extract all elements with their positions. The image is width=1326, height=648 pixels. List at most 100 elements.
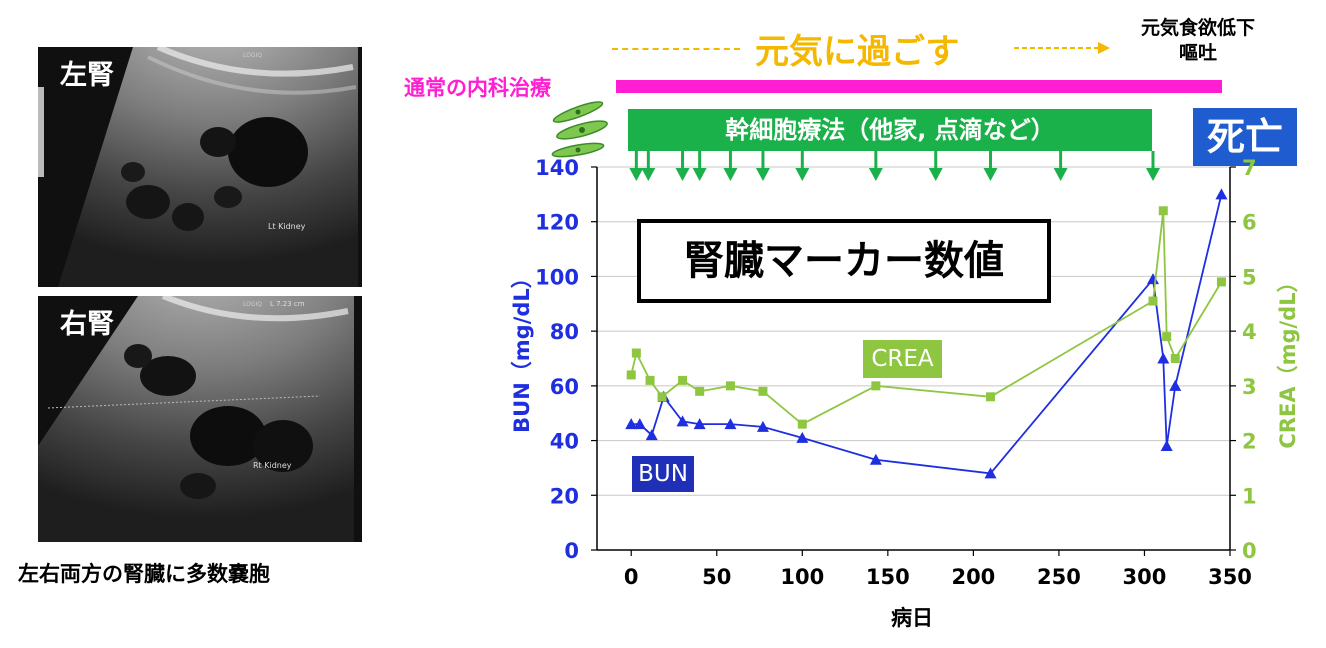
right-kidney-label: 右腎 (60, 309, 114, 340)
y-left-tick-label-6: 120 (535, 211, 579, 235)
series-bun-point-15 (1215, 188, 1228, 200)
legend-bun-label: BUN (638, 461, 688, 487)
x-tick-label-5: 250 (1037, 565, 1081, 589)
series-crea-point-10 (985, 392, 995, 402)
series-bun-point-13 (1160, 440, 1173, 452)
left-machine-text: LOGIQ (243, 52, 262, 59)
x-tick-label-1: 50 (702, 565, 731, 589)
series-crea-point-6 (725, 381, 735, 391)
series-crea-point-1 (631, 348, 641, 358)
series-bun-point-12 (1157, 352, 1170, 364)
y-left-tick-label-4: 80 (550, 320, 579, 344)
series-crea-point-3 (657, 392, 667, 402)
status-late: 元気食欲低下 嘔吐 (1108, 16, 1288, 66)
series-crea-point-15 (1216, 277, 1226, 287)
series-bun-point-11 (1147, 273, 1160, 285)
series-bun-point-1 (633, 418, 646, 430)
x-tick-label-2: 100 (780, 565, 824, 589)
left-kidney-image-text: Lt Kidney (268, 222, 306, 231)
y-left-tick-label-3: 60 (550, 375, 579, 399)
chart-title: 腎臓マーカー数値 (684, 238, 1004, 284)
stem-arrow-4 (723, 168, 738, 181)
x-tick-label-7: 350 (1208, 565, 1252, 589)
y-left-tick-label-1: 20 (550, 484, 579, 508)
x-tick-label-6: 300 (1123, 565, 1167, 589)
stem-arrow-1 (641, 168, 656, 181)
series-bun-point-4 (676, 415, 689, 427)
x-tick-label-3: 150 (866, 565, 910, 589)
legend-crea: CREA (863, 340, 942, 378)
stem-arrow-11 (1146, 168, 1161, 181)
series-crea-line (630, 210, 1223, 426)
status-late-line2: 嘔吐 (1178, 42, 1217, 64)
series-bun-point-10 (984, 467, 997, 479)
series-crea-point-13 (1162, 332, 1172, 342)
left-kidney-ultrasound: Lt Kidney LOGIQ 左腎 (38, 47, 362, 287)
series-bun-point-0 (625, 418, 638, 430)
right-kidney-ultrasound: L 7.23 cm Rt Kidney LOGIQ 右腎 (38, 296, 362, 542)
series-bun-point-8 (796, 431, 809, 443)
y-left-tick-label-5: 100 (535, 265, 579, 289)
status-arrow (1014, 42, 1110, 54)
y-left-tick-label-7: 140 (535, 156, 579, 180)
series-crea-point-0 (626, 370, 636, 380)
y-right-tick-label-4: 4 (1242, 320, 1257, 344)
right-kidney-image-text: Rt Kidney (253, 461, 292, 470)
series-crea-point-12 (1158, 206, 1168, 216)
series-crea-point-2 (645, 375, 655, 385)
ultrasound-caption: 左右両方の腎臓に多数嚢胞 (18, 562, 270, 586)
series-bun-point-9 (869, 453, 882, 465)
series-crea-point-7 (758, 386, 768, 396)
stem-arrow-0 (629, 168, 644, 181)
stem-arrow-2 (675, 168, 690, 181)
series-bun-point-7 (756, 420, 769, 432)
legend-bun: BUN (632, 456, 694, 492)
series-bun-point-14 (1169, 379, 1182, 391)
stem-arrow-7 (868, 168, 883, 181)
stem-arrow-3 (692, 168, 707, 181)
y-right-tick-label-2: 2 (1242, 430, 1257, 454)
y-axis-right-label: CREA（mg/dL） (1276, 271, 1300, 448)
y-right-tick-label-1: 1 (1242, 484, 1257, 508)
x-tick-label-4: 200 (951, 565, 995, 589)
status-dash-left (612, 48, 740, 50)
y-left-tick-label-0: 0 (564, 539, 579, 563)
chart-title-box: 腎臓マーカー数値 (637, 219, 1051, 303)
x-tick-label-0: 0 (624, 565, 639, 589)
stem-cell-therapy-bar: 幹細胞療法（他家, 点滴など） (628, 109, 1152, 151)
y-left-tick-label-2: 40 (550, 430, 579, 454)
series-bun-point-2 (645, 429, 658, 441)
right-machine-text: LOGIQ (243, 301, 262, 308)
series-bun-line (631, 194, 1223, 475)
stem-arrow-5 (755, 168, 770, 181)
series-crea-point-9 (871, 381, 881, 391)
status-main: 元気に過ごす (755, 32, 960, 72)
stem-arrow-9 (983, 168, 998, 181)
series-crea-point-4 (678, 375, 688, 385)
stem-arrow-6 (795, 168, 810, 181)
legend-crea-label: CREA (871, 346, 934, 372)
left-kidney-ultrasound-image: Lt Kidney LOGIQ (38, 47, 358, 287)
stem-cell-icon (551, 101, 608, 158)
y-right-tick-label-0: 0 (1242, 539, 1257, 563)
stem-arrow-8 (928, 168, 943, 181)
status-late-line1: 元気食欲低下 (1140, 17, 1255, 39)
series-bun-point-6 (724, 418, 737, 430)
series-crea-point-14 (1170, 354, 1180, 363)
y-right-tick-label-5: 5 (1242, 265, 1257, 289)
left-kidney-label: 左腎 (60, 60, 114, 91)
right-kidney-ultrasound-image: L 7.23 cm Rt Kidney LOGIQ (38, 296, 354, 542)
medical-treatment-bar (616, 80, 1222, 93)
series-crea-point-5 (695, 386, 705, 396)
y-right-tick-label-6: 6 (1242, 211, 1257, 235)
y-right-tick-label-3: 3 (1242, 375, 1257, 399)
series-crea-point-8 (797, 419, 807, 429)
death-label: 死亡 (1193, 108, 1297, 166)
stem-arrow-10 (1053, 168, 1068, 181)
y-axis-left-label: BUN（mg/dL） (510, 267, 534, 433)
y-right-tick-label-7: 7 (1242, 156, 1257, 180)
medical-treatment-label: 通常の内科治療 (404, 76, 551, 100)
right-measure-text: L 7.23 cm (270, 300, 305, 308)
series-crea-point-11 (1148, 296, 1158, 306)
